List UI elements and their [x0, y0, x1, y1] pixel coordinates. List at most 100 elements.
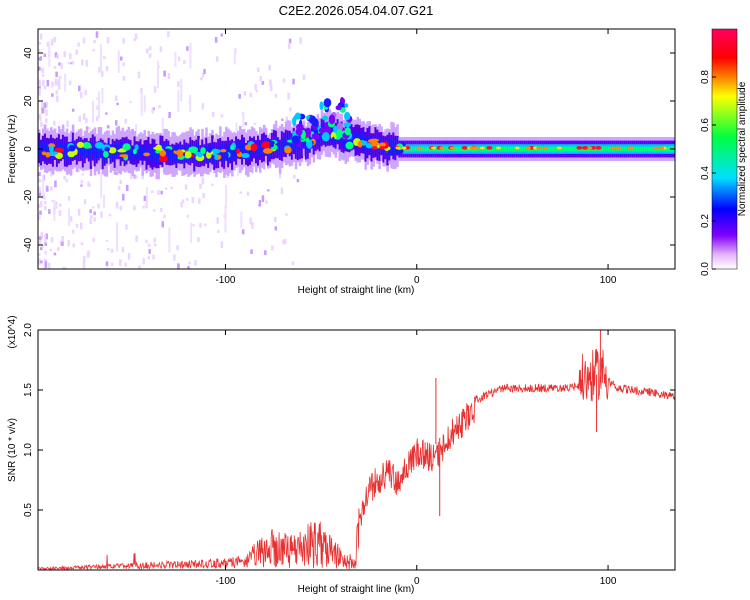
- y-tick-label: -40: [23, 237, 34, 252]
- spectrogram-band-core: [225, 145, 228, 157]
- spectrogram-band-core: [93, 144, 97, 159]
- spectrogram-speckle: [38, 114, 42, 120]
- spectrogram-band-core: [173, 147, 176, 162]
- spectrogram-band-core: [258, 143, 262, 157]
- spectrogram-speckle: [56, 95, 59, 102]
- spectrogram-speckle: [44, 250, 47, 255]
- spectrogram-band-peak: [555, 146, 559, 152]
- spectrogram-speckle: [233, 48, 236, 65]
- spectrogram-speckle: [38, 57, 42, 61]
- spectrogram-speckle: [289, 107, 292, 112]
- spectrogram-speckle: [57, 84, 61, 90]
- spectrogram-speckle: [124, 262, 128, 267]
- spectrogram-warm-peak: [613, 146, 619, 150]
- spectrogram-blob: [207, 146, 212, 153]
- spectrogram-band-core: [109, 146, 113, 162]
- spectrogram-speckle: [41, 244, 44, 248]
- spectrogram-speckle: [38, 49, 41, 52]
- spectrogram-band-peak: [571, 146, 574, 152]
- spectrogram-speckle: [91, 206, 95, 209]
- spectrogram-speckle: [41, 108, 44, 111]
- spectrogram-speckle: [268, 64, 271, 71]
- spectrogram-hot-peak: [595, 146, 602, 150]
- spectrogram-speckle: [189, 94, 192, 112]
- spectrogram-speckle: [145, 187, 148, 206]
- snr-panel: -100 0 100 0.5 1.0 1.5 2.0 Height of straight …: [7, 315, 676, 595]
- spectrogram-speckle: [41, 101, 44, 108]
- spectrogram-band-core: [129, 144, 133, 159]
- spectrogram-blob: [236, 148, 241, 154]
- spectrogram-speckle: [186, 46, 189, 51]
- spectrogram-band-core: [282, 138, 286, 151]
- spectrogram-band-core: [288, 136, 292, 151]
- spectrogram-speckle: [43, 239, 47, 244]
- snr-y-multiplier: (x10^4): [7, 315, 18, 348]
- spectrogram-speckle: [177, 56, 181, 62]
- spectrogram-band-core: [47, 144, 51, 158]
- spectrogram-speckle: [142, 205, 145, 209]
- spectrogram-speckle: [51, 38, 54, 46]
- spectrogram-speckle: [121, 246, 125, 253]
- spectrogram-blob: [365, 143, 373, 149]
- spectrogram-blob: [159, 149, 167, 157]
- spectrogram-blob: [48, 145, 54, 153]
- spectrogram-speckle: [89, 218, 92, 225]
- spectrogram-hot-peak: [582, 146, 589, 150]
- spectrogram-speckle: [68, 208, 71, 227]
- spectrogram-speckle: [48, 209, 51, 215]
- spectrogram-band-core: [89, 147, 93, 160]
- spectrogram-band-core: [219, 144, 222, 155]
- spectrogram-band-core: [38, 140, 41, 156]
- spectrogram-band-peak: [539, 146, 543, 152]
- spectrogram-speckle: [133, 174, 137, 179]
- spectrogram-speckle: [77, 208, 81, 216]
- spectrogram-warm-peak: [416, 146, 422, 150]
- colorbar-tick-label: 0.2: [700, 214, 711, 228]
- spectrogram-speckle: [72, 243, 75, 248]
- spectrogram-warm-peak: [479, 146, 485, 150]
- spectrogram-speckle: [97, 203, 100, 209]
- spectrogram-speckle: [63, 51, 66, 58]
- spectrogram-band-core: [290, 141, 294, 152]
- y-tick-label: 0: [23, 146, 34, 152]
- spectrogram-speckle: [242, 112, 245, 127]
- spectrogram-blob: [371, 141, 379, 147]
- spectrogram-speckle: [43, 234, 47, 238]
- spectrogram-blob: [390, 147, 396, 153]
- spectrogram-speckle: [40, 260, 43, 264]
- spectrogram-speckle: [110, 262, 114, 267]
- spectrogram-speckle: [191, 197, 195, 203]
- spectrogram-speckle: [201, 72, 205, 78]
- spectrogram-blob: [143, 152, 151, 157]
- spectrogram-speckle: [45, 233, 48, 240]
- spectrogram-speckle: [282, 239, 286, 245]
- spectrogram-warm-peak: [514, 146, 520, 150]
- spectrogram-speckle: [84, 89, 87, 96]
- spectrogram-speckle: [38, 253, 41, 256]
- spectrogram-band-core: [392, 139, 395, 153]
- spectrogram-band-peak: [581, 146, 584, 152]
- spectrogram-plume-blob: [308, 115, 317, 124]
- spectrogram-speckle: [131, 128, 134, 136]
- x-tick-label: 0: [414, 275, 420, 286]
- spectrogram-speckle: [42, 80, 45, 87]
- spectrogram-band-peak: [424, 146, 427, 152]
- spectrogram-speckle: [45, 109, 48, 116]
- spectrogram-speckle: [51, 199, 55, 203]
- spectrogram-band-peak: [456, 146, 459, 152]
- spectrogram-speckle: [241, 229, 245, 235]
- spectrogram-band-core: [203, 149, 206, 162]
- spectrogram-speckle: [237, 163, 240, 177]
- spectrogram-band-peak: [651, 146, 654, 152]
- spectrogram-speckle: [38, 88, 42, 92]
- spectrogram-speckle: [133, 205, 136, 211]
- spectrogram-band-peak: [493, 146, 497, 152]
- chart-title: C2E2.2026.054.04.07.G21: [279, 3, 434, 18]
- spectrogram-speckle: [69, 216, 73, 222]
- spectrogram-band-peak: [667, 146, 670, 152]
- spectrogram-speckle: [110, 248, 114, 253]
- spectrogram-blob: [94, 141, 104, 149]
- spectrogram-blob: [284, 146, 292, 154]
- spectrogram-speckle: [250, 249, 253, 254]
- snr-xlabel: Height of straight line (km): [298, 584, 415, 595]
